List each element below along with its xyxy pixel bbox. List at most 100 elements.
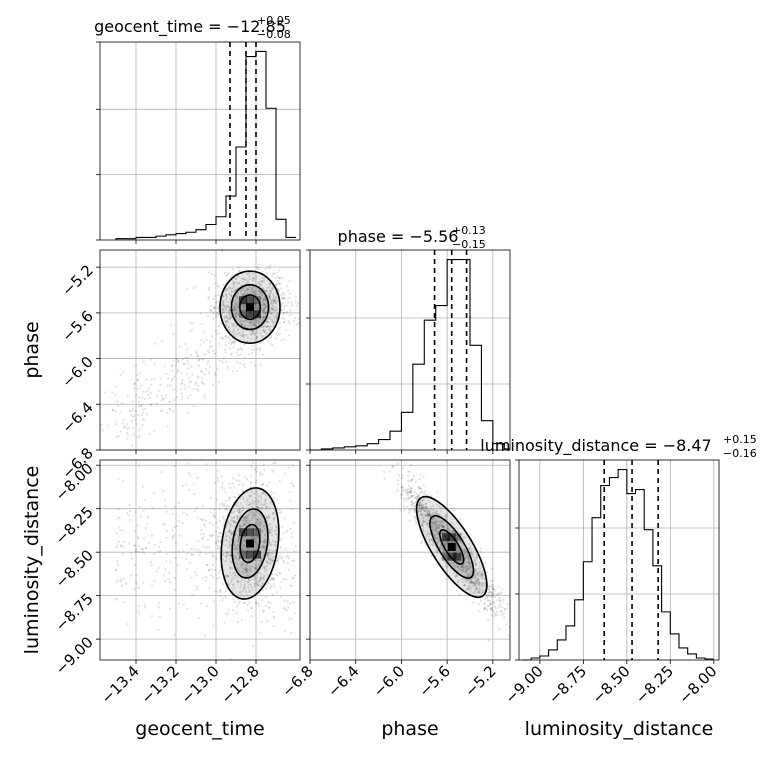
- scatter-point: [252, 513, 255, 516]
- scatter-point: [165, 372, 168, 375]
- scatter-point: [506, 607, 509, 610]
- scatter-point: [150, 403, 153, 406]
- scatter-point: [402, 467, 405, 470]
- scatter-point: [183, 387, 186, 390]
- scatter-point: [212, 306, 216, 309]
- density-peak-cell: [239, 550, 247, 559]
- scatter-point: [256, 301, 259, 304]
- scatter-point: [188, 474, 192, 477]
- scatter-point: [222, 303, 225, 306]
- x-tick-label: −6.0: [370, 662, 408, 700]
- scatter-point: [224, 299, 228, 302]
- scatter-point: [145, 546, 148, 549]
- scatter-point: [493, 605, 497, 608]
- density-peak-cell: [239, 310, 247, 319]
- scatter-point: [243, 320, 246, 323]
- scatter-point: [397, 483, 400, 486]
- scatter-point: [141, 547, 144, 551]
- scatter-point: [261, 270, 264, 273]
- scatter-point: [235, 277, 238, 280]
- scatter-point: [291, 559, 294, 563]
- scatter-point: [209, 346, 212, 349]
- scatter-point: [242, 601, 245, 605]
- scatter-point: [222, 284, 225, 287]
- scatter-point: [271, 512, 274, 515]
- scatter-point: [163, 522, 166, 526]
- scatter-point: [266, 286, 269, 289]
- scatter-point: [286, 562, 289, 565]
- scatter-point: [188, 376, 191, 379]
- scatter-point: [268, 292, 271, 295]
- scatter-point: [206, 349, 209, 352]
- scatter-point: [409, 486, 413, 490]
- scatter-point: [383, 477, 386, 480]
- scatter-point: [281, 297, 284, 300]
- scatter-point: [273, 530, 276, 533]
- scatter-point: [153, 579, 156, 583]
- scatter-point: [410, 463, 413, 467]
- scatter-point: [228, 292, 231, 295]
- scatter-point: [254, 320, 257, 324]
- scatter-point: [174, 541, 177, 545]
- scatter-point: [211, 335, 214, 338]
- scatter-point: [244, 563, 247, 566]
- scatter-point: [419, 474, 423, 477]
- scatter-point: [252, 322, 255, 325]
- scatter-point: [220, 475, 223, 478]
- scatter-point: [234, 308, 237, 311]
- scatter-point: [272, 307, 275, 310]
- scatter-point: [152, 378, 156, 381]
- scatter-point: [137, 405, 141, 408]
- scatter-point: [232, 346, 235, 349]
- scatter-point: [141, 390, 145, 393]
- scatter-point: [137, 550, 140, 554]
- scatter-point: [233, 285, 236, 288]
- scatter-point: [232, 282, 235, 285]
- scatter-point: [253, 304, 256, 307]
- scatter-point: [269, 329, 272, 332]
- scatter-point: [136, 436, 140, 439]
- x-tick-label: −6.4: [324, 662, 362, 700]
- scatter-point: [191, 593, 194, 597]
- scatter-point: [121, 552, 124, 555]
- scatter-point: [266, 290, 269, 293]
- scatter-point: [265, 516, 268, 519]
- scatter-point: [261, 298, 265, 301]
- scatter-point: [264, 312, 267, 315]
- scatter-point: [243, 519, 246, 522]
- scatter-point: [233, 300, 236, 303]
- scatter-point: [297, 317, 300, 320]
- scatter-point: [223, 310, 226, 314]
- scatter-point: [240, 328, 243, 331]
- scatter-point: [263, 541, 266, 544]
- scatter-point: [158, 615, 161, 619]
- scatter-point: [162, 397, 166, 400]
- scatter-point: [236, 518, 239, 521]
- density-peak-cell: [246, 550, 254, 559]
- scatter-point: [199, 343, 202, 346]
- scatter-point: [215, 540, 218, 544]
- scatter-point: [138, 428, 141, 431]
- scatter-point: [276, 498, 279, 501]
- scatter-point: [122, 426, 125, 429]
- scatter-point: [213, 516, 216, 519]
- scatter-point: [213, 372, 217, 375]
- scatter-point: [253, 302, 256, 305]
- scatter-point: [214, 305, 217, 308]
- scatter-point: [197, 359, 200, 362]
- scatter-point: [255, 293, 258, 296]
- scatter-point: [256, 499, 259, 503]
- scatter-point: [255, 302, 258, 305]
- scatter-point: [275, 296, 278, 299]
- scatter-point: [235, 351, 238, 354]
- scatter-point: [228, 308, 231, 311]
- scatter-point: [259, 471, 262, 474]
- scatter-point: [260, 577, 263, 580]
- scatter-point: [232, 370, 235, 373]
- scatter-point: [196, 354, 199, 357]
- scatter-point: [111, 391, 114, 394]
- scatter-point: [238, 600, 241, 603]
- scatter-point: [278, 480, 281, 483]
- scatter-point: [194, 285, 197, 288]
- scatter-point: [252, 513, 255, 516]
